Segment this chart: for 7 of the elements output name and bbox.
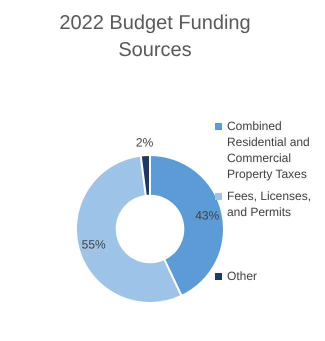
legend-label: Combined Residential and Commercial Property Taxes [227,118,311,182]
data-label: 43% [195,208,220,223]
chart-title: 2022 Budget Funding Sources [58,11,252,63]
data-label: 55% [82,238,106,252]
legend-label: Other [227,268,258,284]
data-label: 2% [136,135,154,150]
legend-label: Fees, Licenses, and Permits [227,188,312,220]
